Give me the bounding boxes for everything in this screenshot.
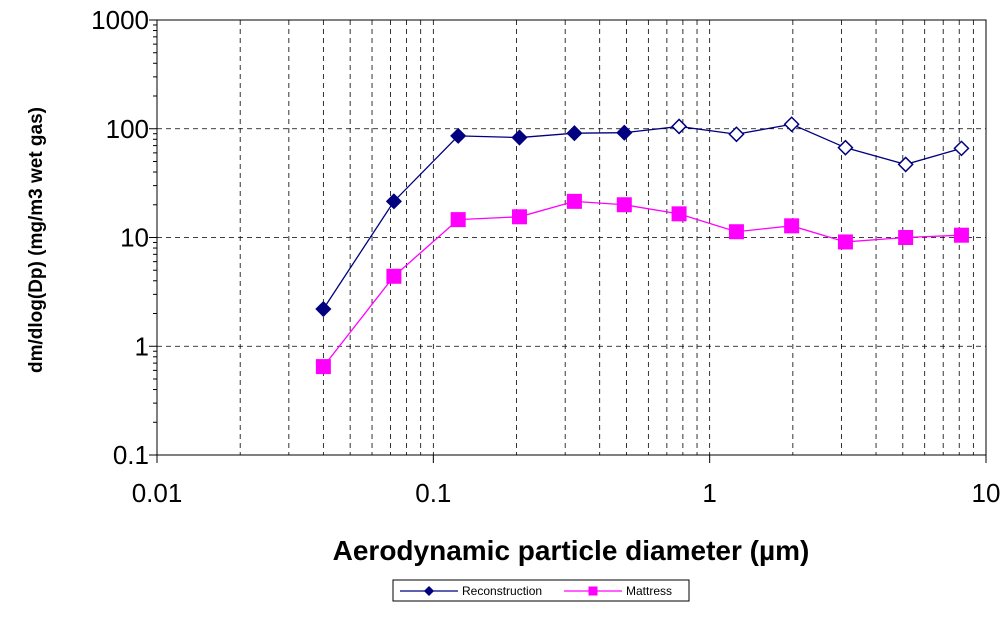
y-axis-title: dm/dlog(Dp) (mg/m3 wet gas) [26, 107, 47, 373]
data-series [315, 116, 970, 375]
series-mattress [315, 193, 969, 375]
data-point [450, 127, 467, 144]
data-point [784, 218, 800, 234]
data-point [566, 193, 582, 209]
axes: 0.1 1 10 100 1000 0.01 0.1 1 10 [91, 5, 1000, 508]
legend-label: Mattress [626, 584, 672, 598]
series-line [322, 123, 962, 310]
data-point [953, 227, 969, 243]
data-point [898, 230, 914, 245]
x-axis-title: Aerodynamic particle diameter (µm) [333, 535, 810, 566]
legend-marker [423, 585, 435, 597]
gridlines [157, 20, 986, 455]
data-point [511, 209, 527, 225]
y-tick-label: 100 [106, 114, 149, 144]
legend-item-mattress: Mattress [564, 584, 672, 598]
data-point [566, 125, 583, 142]
data-point [953, 140, 970, 157]
legend: Reconstruction Mattress [392, 579, 690, 602]
data-point [837, 139, 854, 156]
data-point [385, 193, 402, 210]
data-point [315, 359, 331, 375]
x-tick-label: 10 [972, 478, 1001, 508]
data-point [616, 197, 632, 213]
data-point [728, 126, 745, 143]
data-point [897, 156, 914, 173]
legend-label: Reconstruction [462, 584, 542, 598]
legend-item-reconstruction: Reconstruction [400, 584, 542, 598]
y-tick-label: 1 [135, 331, 149, 361]
data-point [728, 224, 744, 240]
y-tick-label: 10 [120, 223, 149, 253]
series-line [322, 200, 962, 367]
x-tick-label: 0.01 [132, 478, 183, 508]
data-point [511, 129, 528, 146]
data-point [783, 116, 800, 133]
y-tick-label: 1000 [91, 5, 149, 35]
y-tick-label: 0.1 [113, 440, 149, 470]
legend-marker [588, 586, 598, 596]
data-point [315, 300, 332, 318]
data-point [671, 206, 687, 222]
data-point [450, 212, 466, 228]
series-reconstruction [315, 116, 970, 318]
data-point [671, 118, 688, 135]
data-point [386, 268, 402, 284]
data-point [837, 234, 853, 250]
legend-box [392, 579, 690, 602]
data-point [616, 124, 633, 141]
x-tick-label: 0.1 [415, 478, 451, 508]
x-tick-label: 1 [702, 478, 716, 508]
